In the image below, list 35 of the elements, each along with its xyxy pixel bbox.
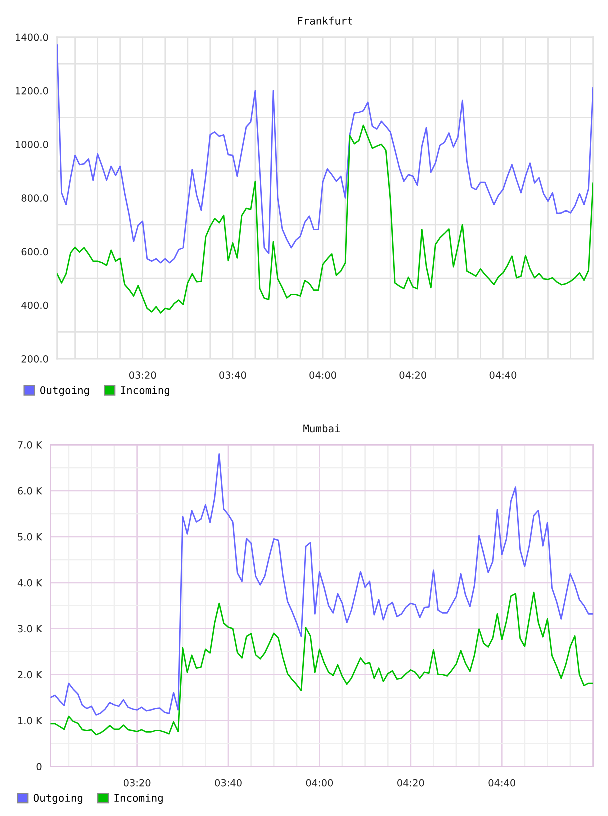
x-tick-label: 04:20 <box>400 372 426 380</box>
line-series <box>57 124 594 314</box>
line-series <box>57 44 594 264</box>
legend-label: Outgoing <box>34 794 83 804</box>
x-tick-label: 04:40 <box>490 372 517 380</box>
y-tick-label: 200.0 <box>22 355 48 363</box>
legend-label: Incoming <box>114 794 163 804</box>
x-tick-label: 03:20 <box>129 372 156 380</box>
x-tick-label: 04:00 <box>310 372 336 380</box>
legend-label: Incoming <box>121 386 170 396</box>
x-tick-label: 04:00 <box>306 779 334 787</box>
y-tick-label: 800.0 <box>22 194 48 202</box>
y-tick-label: 2.0 K <box>18 671 43 679</box>
chart-title: Frankfurt <box>298 16 352 25</box>
y-tick-label: 5.0 K <box>18 533 43 541</box>
y-tick-label: 1.0 K <box>18 717 43 725</box>
y-tick-label: 0 <box>36 763 42 771</box>
x-tick-label: 04:40 <box>488 779 516 787</box>
line-series <box>50 592 594 736</box>
y-tick-label: 6.0 K <box>18 487 43 495</box>
x-tick-label: 03:40 <box>215 779 242 787</box>
y-tick-label: 600.0 <box>22 248 48 256</box>
y-tick-label: 1000.0 <box>16 141 48 148</box>
x-tick-label: 03:40 <box>220 372 246 380</box>
y-tick-label: 1200.0 <box>16 87 48 95</box>
y-tick-label: 400.0 <box>22 302 48 310</box>
x-tick-label: 04:20 <box>398 779 424 787</box>
y-tick-label: 7.0 K <box>18 441 43 449</box>
y-tick-label: 3.0 K <box>18 625 43 633</box>
line-series <box>50 453 594 716</box>
chart-title: Mumbai <box>304 424 340 433</box>
y-tick-label: 1400.0 <box>16 34 48 42</box>
x-tick-label: 03:20 <box>124 779 151 787</box>
legend-label: Outgoing <box>40 386 90 396</box>
y-tick-label: 4.0 K <box>18 579 43 587</box>
